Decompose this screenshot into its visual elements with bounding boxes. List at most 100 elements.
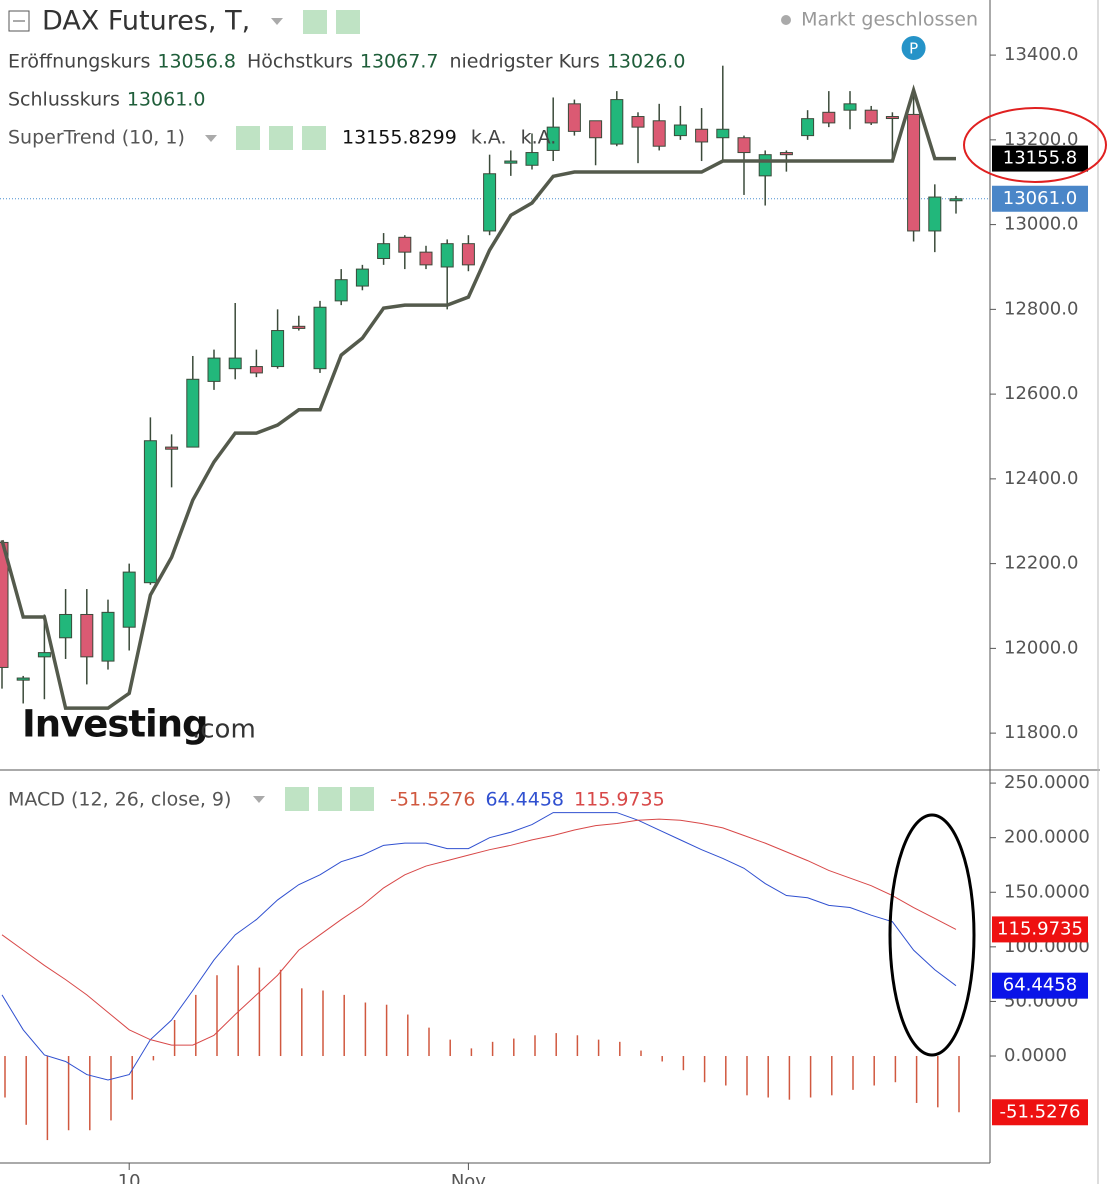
candle-body (461, 243, 475, 266)
annotation-ellipse (963, 107, 1107, 183)
candle-body (249, 366, 263, 374)
visibility-icon[interactable] (236, 126, 260, 150)
logo-suffix: .com (192, 715, 256, 745)
settings-icon[interactable] (336, 10, 360, 34)
legend-text: Investing (22, 703, 208, 746)
candle-body (843, 103, 857, 111)
legend-text: k.A. (521, 127, 557, 149)
legend-text: 13026.0 (607, 51, 686, 73)
legend-text: 115.9735 (574, 789, 665, 811)
visibility-icon[interactable] (285, 787, 309, 811)
settings-icon[interactable] (269, 126, 293, 150)
candle-body (779, 152, 793, 156)
candle-body (377, 243, 391, 260)
visibility-icon[interactable] (303, 10, 327, 34)
macd-line (1, 812, 957, 1081)
candle-body (673, 124, 687, 137)
candle-body (483, 173, 497, 232)
candle-body (928, 196, 942, 232)
x-tick-label: Nov (451, 1171, 486, 1184)
candle-body (313, 306, 327, 370)
candle-body (271, 330, 285, 368)
y-tick-label: 13200.0 (1004, 129, 1078, 150)
legend-text: Eröffnungskurs (8, 51, 150, 73)
candle-body (228, 357, 242, 370)
remove-icon[interactable] (302, 126, 326, 150)
candle-body (37, 652, 51, 658)
candle-body (907, 113, 921, 232)
candle-body (822, 111, 836, 124)
macd-tag-bg (992, 972, 1088, 999)
candle-body (334, 279, 348, 302)
dropdown-icon[interactable] (253, 796, 265, 803)
legend-text: Höchstkurs (247, 51, 353, 73)
y-tick-label: 200.0000 (1004, 827, 1090, 848)
candle-body (419, 251, 433, 266)
legend-text: 13155.8299 (342, 127, 457, 149)
macd-tag-bg (992, 1099, 1088, 1126)
legend-text: 13056.8 (157, 51, 236, 73)
y-tick-label: 12400.0 (1004, 468, 1078, 489)
legend-text: niedrigster Kurs (449, 51, 599, 73)
legend-text: 13061.0 (127, 89, 206, 111)
dropdown-icon[interactable] (271, 18, 283, 25)
y-tick-label: 13400.0 (1004, 44, 1078, 65)
collapse-icon[interactable] (8, 10, 30, 32)
candle-body (355, 268, 369, 287)
candle-body (165, 446, 179, 450)
supertrend-tag: 13155.8 (1003, 148, 1077, 169)
candle-body (143, 440, 157, 584)
y-tick-label: 12000.0 (1004, 637, 1078, 658)
annotation-ellipse (888, 813, 976, 1057)
candle-body (737, 137, 751, 154)
candle-body (122, 571, 136, 628)
candle-body (801, 118, 815, 137)
overlays: P 13155.8 13061.0 115.9735 64.4458 -51.5276 (888, 36, 1107, 1126)
candle-body (589, 120, 603, 139)
market-status: Markt geschlossen (801, 9, 978, 31)
legend-text: Schlusskurs (8, 89, 120, 111)
legend-text: 64.4458 (485, 789, 564, 811)
macd-tag: 115.9735 (997, 918, 1083, 939)
candle-body (525, 152, 539, 166)
candle-body (758, 154, 772, 177)
indicator-name: SuperTrend (10, 1) (8, 127, 185, 149)
candle-body (80, 613, 94, 658)
candle-body (631, 116, 645, 128)
y-tick-label: 12200.0 (1004, 553, 1078, 574)
y-tick-label: 150.0000 (1004, 881, 1090, 902)
candle-body (695, 128, 709, 143)
candle-body (716, 128, 730, 139)
y-tick-label: 12800.0 (1004, 298, 1078, 319)
y-tick-label: 12600.0 (1004, 383, 1078, 404)
candle-body (59, 613, 73, 639)
dropdown-icon[interactable] (205, 135, 217, 142)
candle-body (207, 357, 221, 382)
x-tick-label: 10 (118, 1171, 141, 1184)
candle-body (567, 103, 581, 132)
legend-text: k.A. (471, 127, 507, 149)
chart-title: DAX Futures, T, (42, 6, 250, 37)
settings-icon[interactable] (318, 787, 342, 811)
candle-body (610, 99, 624, 145)
candle-body (949, 198, 963, 202)
remove-icon[interactable] (350, 787, 374, 811)
candle-body (292, 325, 306, 329)
candle-body (504, 160, 518, 164)
candle-body (652, 120, 666, 147)
indicator-name: MACD (12, 26, close, 9) (8, 789, 231, 811)
macd-line (1, 818, 957, 1046)
candle-body (398, 236, 412, 253)
marker-label: P (909, 40, 918, 58)
macd-tag: 64.4458 (1003, 975, 1077, 996)
marks (0, 65, 963, 1141)
legend-text: -51.5276 (390, 789, 475, 811)
y-tick-label: 0.0000 (1004, 1045, 1067, 1066)
candle-body (864, 109, 878, 124)
y-tick-label: 13000.0 (1004, 214, 1078, 235)
y-tick-label: 11800.0 (1004, 722, 1078, 743)
candle-body (885, 116, 899, 120)
